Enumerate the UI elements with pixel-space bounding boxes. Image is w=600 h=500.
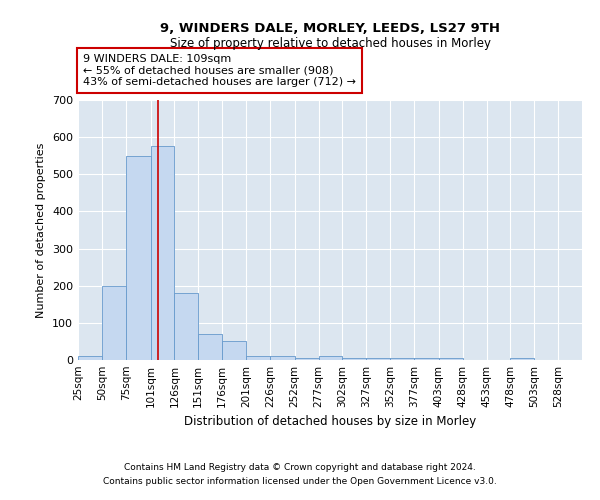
Bar [511,358,534,360]
Bar [102,286,126,360]
Text: Contains HM Land Registry data © Crown copyright and database right 2024.: Contains HM Land Registry data © Crown c… [124,464,476,472]
Bar [439,358,463,360]
Y-axis label: Number of detached properties: Number of detached properties [37,142,46,318]
Bar [270,356,295,360]
Text: 9 WINDERS DALE: 109sqm
← 55% of detached houses are smaller (908)
43% of semi-de: 9 WINDERS DALE: 109sqm ← 55% of detached… [83,54,356,87]
Bar [319,356,343,360]
Bar [295,358,319,360]
Text: Contains public sector information licensed under the Open Government Licence v3: Contains public sector information licen… [103,477,497,486]
Bar [246,356,270,360]
Bar [414,358,439,360]
X-axis label: Distribution of detached houses by size in Morley: Distribution of detached houses by size … [184,416,476,428]
Bar [222,342,246,360]
Bar [126,156,151,360]
Bar [198,334,222,360]
Bar [151,146,175,360]
Bar [390,358,414,360]
Bar [175,293,198,360]
Text: 9, WINDERS DALE, MORLEY, LEEDS, LS27 9TH: 9, WINDERS DALE, MORLEY, LEEDS, LS27 9TH [160,22,500,36]
Bar [78,356,102,360]
Bar [366,358,390,360]
Bar [343,358,366,360]
Text: Size of property relative to detached houses in Morley: Size of property relative to detached ho… [170,38,491,51]
